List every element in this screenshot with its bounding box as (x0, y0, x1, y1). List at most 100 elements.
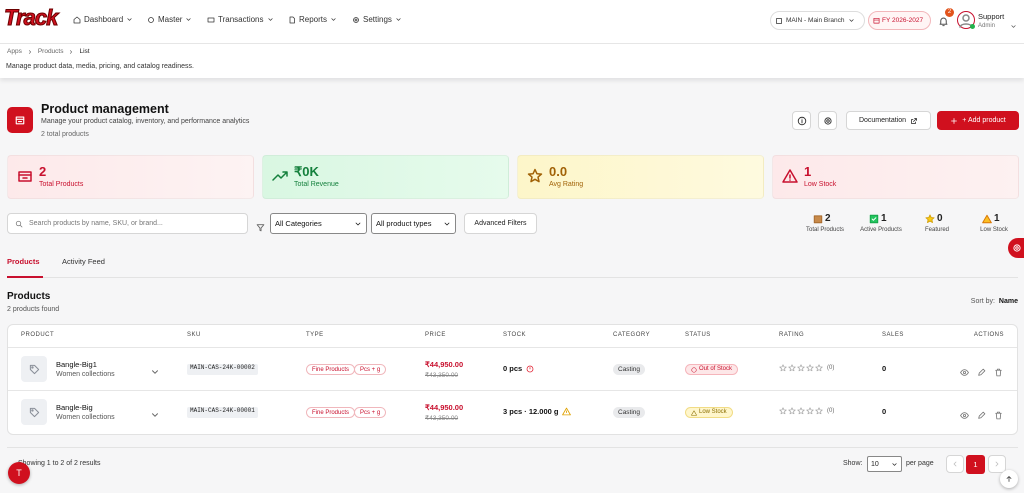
page-size-label: Show: (843, 460, 863, 467)
filter-select[interactable]: All product types (371, 213, 456, 234)
category-chip: Casting (613, 407, 646, 418)
view-action[interactable] (960, 364, 969, 382)
summary-icon (813, 214, 823, 223)
settings-button[interactable] (818, 111, 837, 130)
header-divider (8, 347, 1017, 348)
category-chip: Casting (613, 364, 646, 375)
sort-control[interactable]: Sort by: Name (950, 298, 1018, 305)
tab[interactable]: Products (7, 257, 43, 278)
summary-icon (925, 213, 935, 223)
sort-label: Sort by: (970, 298, 995, 305)
page-size-select[interactable]: 10 (867, 456, 902, 472)
nav-item[interactable]: Master (147, 15, 192, 24)
branch-selector[interactable]: MAIN - Main Branch (770, 11, 865, 30)
view-action[interactable] (960, 407, 969, 425)
expand-toggle[interactable] (150, 364, 160, 382)
online-dot (970, 24, 975, 29)
nav-item[interactable]: Reports (288, 15, 337, 24)
alert-icon (691, 366, 697, 373)
info-button[interactable] (792, 111, 811, 130)
floating-settings[interactable] (1008, 238, 1024, 258)
nav-item[interactable]: Dashboard (73, 15, 133, 24)
current-page[interactable]: 1 (966, 455, 985, 474)
column-header: RATING (779, 332, 805, 338)
breadcrumb-item[interactable]: Products (37, 48, 64, 55)
nav-label: Master (158, 15, 183, 24)
column-header: PRODUCT (21, 332, 55, 338)
delete-action-icon (995, 411, 1002, 420)
delete-action[interactable] (994, 364, 1003, 382)
edit-action[interactable] (977, 407, 986, 425)
review-count: (0) (827, 408, 835, 414)
breadcrumb-item: List (79, 48, 90, 55)
warning-icon (691, 409, 697, 416)
stat-label: Low Stock (804, 181, 837, 188)
star (797, 407, 805, 415)
nav-icon (207, 17, 215, 22)
filter-select[interactable]: All Categories (270, 213, 367, 234)
stock: 0 pcs (503, 364, 534, 373)
nav-icon (353, 16, 359, 23)
nav-label: Transactions (218, 15, 264, 24)
table-row: Bangle-Big Women collections MAIN-CAS-24K-… (8, 391, 1017, 434)
expand-toggle[interactable] (150, 407, 160, 425)
floating-avatar[interactable]: T (8, 462, 30, 484)
breadcrumb-item[interactable]: Apps (7, 48, 22, 55)
prev-page[interactable] (946, 455, 964, 473)
calendar-icon (873, 17, 880, 24)
summary-icon (869, 214, 879, 223)
product-thumb (21, 356, 47, 382)
edit-action[interactable] (977, 364, 986, 382)
chevron (267, 18, 273, 21)
results-summary: Showing 1 to 2 of 2 results (18, 460, 101, 467)
summary-label: Low Stock (980, 227, 1008, 233)
add-product-button[interactable]: + Add product (937, 111, 1019, 130)
summary-value-row: 1 (982, 213, 1000, 224)
stat-icon (782, 169, 798, 183)
next-page[interactable] (988, 455, 1006, 473)
per-page-label: per page (906, 460, 934, 467)
documentation-button[interactable]: Documentation (846, 111, 931, 130)
nav-item[interactable]: Transactions (207, 15, 274, 24)
sort-value: Name (998, 298, 1018, 305)
stat-icon (527, 168, 543, 183)
user-role: Admin (978, 23, 996, 29)
section-count: 2 products found (7, 306, 60, 313)
alert-icon (526, 365, 534, 372)
nav-item[interactable]: Settings (352, 15, 402, 24)
notifications[interactable] (938, 14, 950, 27)
chevron (892, 462, 897, 466)
breadcrumb-bar: Apps Products List Manage product data, med… (0, 44, 1024, 78)
stat-icon (272, 171, 288, 181)
scroll-top[interactable] (1000, 470, 1018, 488)
user-menu-toggle[interactable] (1010, 17, 1017, 35)
stat-label: Total Revenue (294, 181, 339, 188)
user-name: Support (978, 12, 1005, 21)
star (779, 407, 787, 415)
delete-action[interactable] (994, 407, 1003, 425)
type-chip: Fine Products (306, 364, 356, 375)
products-table: PRODUCT SKU TYPE PRICE STOCK CATEGORY STATUS RA… (7, 324, 1018, 435)
tab[interactable]: Activity Feed (62, 257, 105, 266)
chevron (331, 18, 336, 21)
view-action-icon (960, 369, 969, 376)
summary-label: Total Products (805, 227, 845, 233)
tab-divider (7, 277, 1018, 278)
stat-value: 0.0 (549, 164, 568, 179)
search-box[interactable]: Search products by name, SKU, or brand..… (7, 213, 248, 234)
product-name: Bangle-Big1 (56, 360, 97, 369)
status-chip: Low Stock (685, 407, 733, 418)
info-icon (797, 116, 806, 125)
separator (28, 49, 31, 54)
chevron (848, 19, 854, 22)
column-header: STOCK (503, 332, 527, 338)
star (815, 407, 823, 415)
fiscal-year[interactable]: FY 2026-2027 (868, 11, 931, 30)
advanced-filters-button[interactable]: Advanced Filters (464, 213, 537, 234)
chevron-left (953, 461, 957, 467)
bell-icon (939, 17, 948, 27)
summary-value-row: 2 (813, 213, 831, 224)
product-collection: Women collections (56, 371, 115, 378)
stat-label: Total Products (39, 181, 84, 188)
